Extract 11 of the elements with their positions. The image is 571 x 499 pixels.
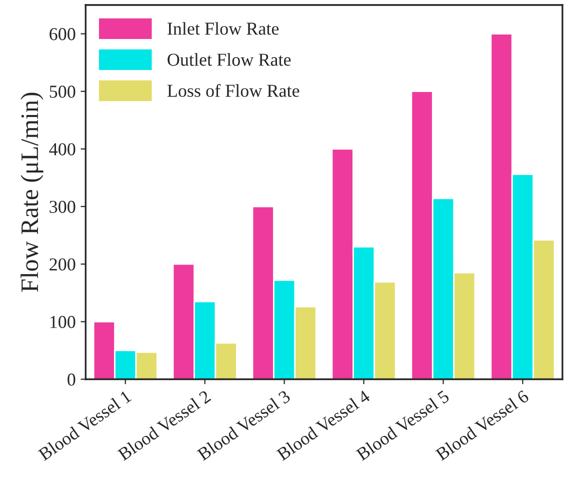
legend-label: Outlet Flow Rate (168, 53, 291, 66)
y-tick-label: 500 (50, 86, 76, 98)
y-tick-label: 200 (50, 258, 76, 271)
y-tick-label: 100 (50, 316, 76, 328)
legend-label: Loss of Flow Rate (167, 84, 300, 97)
y-tick-label: 300 (50, 200, 76, 213)
legend-label: Inlet Flow Rate (168, 22, 279, 35)
y-tick-label: 600 (50, 28, 76, 40)
y-axis-title: Flow Rate (μL/min) (20, 92, 44, 292)
y-tick-label: 400 (49, 143, 76, 156)
y-tick-label: 0 (68, 374, 76, 386)
